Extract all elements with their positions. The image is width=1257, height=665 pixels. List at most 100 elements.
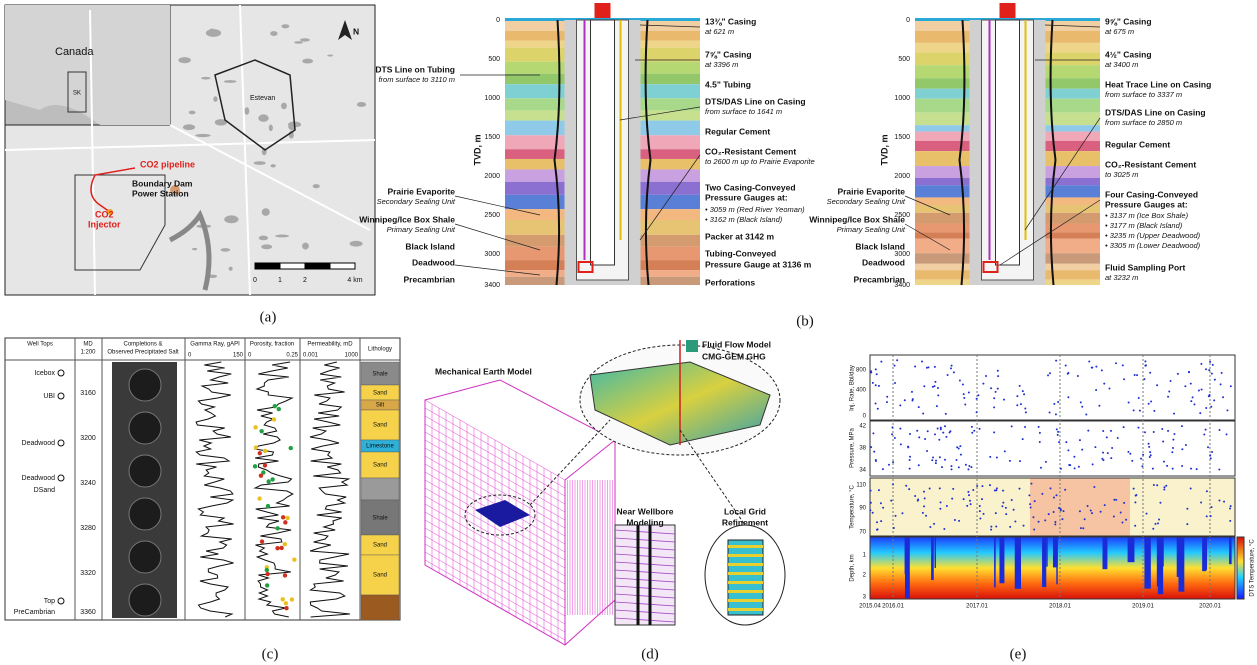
reading xyxy=(1095,366,1097,368)
reading xyxy=(1019,488,1021,490)
right-label: at 675 m xyxy=(1105,27,1134,36)
reading xyxy=(1144,360,1146,362)
reading xyxy=(1200,363,1202,365)
label: Power Station xyxy=(132,188,189,198)
y-tick-label: 800 xyxy=(856,368,867,374)
reading xyxy=(1196,468,1198,470)
x-tick-label: 2016.01 xyxy=(882,604,904,610)
reading xyxy=(950,367,952,369)
reading xyxy=(1190,383,1192,385)
reading xyxy=(1150,454,1152,456)
lake xyxy=(224,215,238,223)
reading xyxy=(904,399,906,401)
reading xyxy=(1077,375,1079,377)
depth-label: 3200 xyxy=(80,435,96,442)
x-tick-label: 2017.01 xyxy=(966,604,988,610)
reading xyxy=(1002,490,1004,492)
reading xyxy=(985,375,987,377)
lake xyxy=(313,184,320,188)
lithology-label: Silt xyxy=(376,403,385,409)
reading xyxy=(1149,456,1151,458)
reading xyxy=(941,466,943,468)
lake xyxy=(300,38,310,41)
reading xyxy=(970,503,972,505)
left-label: Winnipeg/Ice Box Shale xyxy=(809,214,905,224)
reading xyxy=(1014,521,1016,523)
core-sample xyxy=(257,496,261,500)
label: Injector xyxy=(88,219,121,229)
reading xyxy=(1049,372,1051,374)
reading xyxy=(1023,393,1025,395)
reading xyxy=(977,394,979,396)
reading xyxy=(1030,506,1032,508)
reading xyxy=(1039,432,1041,434)
reading xyxy=(916,430,918,432)
caption: (a) xyxy=(260,309,277,325)
reading xyxy=(967,468,969,470)
reading xyxy=(949,430,951,432)
y-tick-label: 0 xyxy=(863,414,867,420)
reading xyxy=(965,464,967,466)
dts-stripe xyxy=(999,537,1004,583)
reading xyxy=(1024,407,1026,409)
reading xyxy=(1120,512,1122,514)
top-marker xyxy=(58,598,64,604)
reading xyxy=(1207,446,1209,448)
reading xyxy=(1226,409,1228,411)
core-sample xyxy=(270,477,274,481)
y-tick-label: 3 xyxy=(863,595,867,601)
reading xyxy=(1057,434,1059,436)
reading xyxy=(1113,516,1115,518)
reading xyxy=(873,451,875,453)
reading xyxy=(1156,484,1158,486)
reading xyxy=(1162,441,1164,443)
core-hole xyxy=(129,455,161,487)
reading xyxy=(876,521,878,523)
caption: (e) xyxy=(1010,646,1027,662)
right-label: • 3137 m (Ice Box Shale) xyxy=(1105,211,1189,220)
reading xyxy=(979,518,981,520)
reading xyxy=(886,396,888,398)
reading xyxy=(1009,526,1011,528)
reading xyxy=(968,494,970,496)
reading xyxy=(1218,468,1220,470)
reading xyxy=(944,459,946,461)
reading xyxy=(1113,499,1115,501)
core-hole xyxy=(129,584,161,616)
reading xyxy=(929,526,931,528)
lake xyxy=(224,80,237,83)
reading xyxy=(979,505,981,507)
x-tick-label: 2015.04 xyxy=(859,604,881,610)
tubing xyxy=(591,20,615,265)
core-sample xyxy=(263,449,267,453)
reading xyxy=(958,520,960,522)
reading xyxy=(1121,522,1123,524)
reading xyxy=(1226,433,1228,435)
lake xyxy=(302,243,309,250)
reading xyxy=(982,383,984,385)
reading xyxy=(971,432,973,434)
reading xyxy=(1146,513,1148,515)
reading xyxy=(956,446,958,448)
model-label: CMG-GEM GHG xyxy=(702,351,766,361)
reading xyxy=(1025,411,1027,413)
dts-stripe xyxy=(905,537,910,598)
lake xyxy=(357,102,366,107)
label: 4 km xyxy=(347,277,362,284)
reading xyxy=(925,515,927,517)
top-marker xyxy=(58,393,64,399)
right-label: from surface to 1641 m xyxy=(705,107,782,116)
reading xyxy=(880,502,882,504)
well-top: Deadwood xyxy=(22,440,56,447)
reading xyxy=(951,365,953,367)
reading xyxy=(993,431,995,433)
caption: (b) xyxy=(796,313,814,329)
lake xyxy=(201,77,210,80)
reading xyxy=(878,489,880,491)
reading xyxy=(981,498,983,500)
right-label: to 2600 m up to Prairie Evaporite xyxy=(705,157,815,166)
core-sample xyxy=(275,526,279,530)
reading xyxy=(921,360,923,362)
reading xyxy=(1137,427,1139,429)
reading xyxy=(1078,466,1080,468)
